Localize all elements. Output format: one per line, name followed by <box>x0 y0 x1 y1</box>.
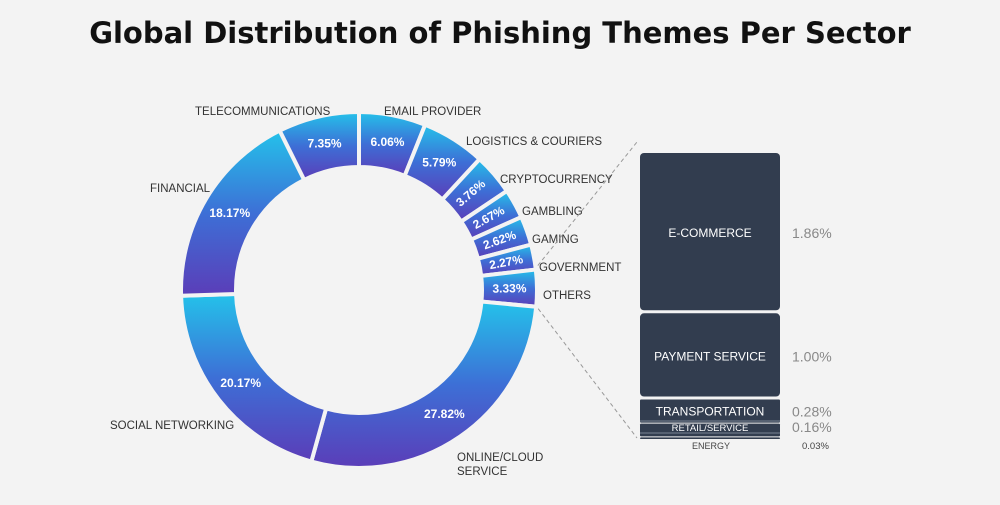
breakdown-category-label-e-commerce: E-COMMERCE <box>668 226 751 240</box>
breakdown-value-label-energy: 0.03% <box>802 441 829 452</box>
breakdown-bar-e-commerce <box>640 153 780 311</box>
breakdown-value-label-payment-service: 1.00% <box>792 348 832 364</box>
slice-category-label-online-cloud-service: ONLINE/CLOUD SERVICE <box>457 452 543 478</box>
breakdown-category-label-retail-service: RETAIL/SERVICE <box>672 423 749 434</box>
slice-value-label-email-provider: 6.06% <box>370 135 404 149</box>
breakdown-value-label-retail-service: 0.16% <box>792 419 832 435</box>
leader-line-bottom <box>537 308 638 439</box>
donut-slice-online-cloud-service <box>308 299 539 470</box>
slice-category-label-email-provider: EMAIL PROVIDER <box>384 106 481 118</box>
slice-value-label-telecommunications: 7.35% <box>308 136 342 150</box>
slice-category-label-logistics-couriers: LOGISTICS & COURIERS <box>466 136 602 148</box>
breakdown-bar-chart: E-COMMERCE 1.86% PAYMENT SERVICE 1.00% TRANS… <box>640 153 832 452</box>
breakdown-bar-payment-service <box>640 313 780 397</box>
slice-category-label-government: GOVERNMENT <box>539 262 621 274</box>
slice-value-label-social-networking: 20.17% <box>220 376 261 390</box>
breakdown-category-label-payment-service: PAYMENT SERVICE <box>654 349 766 363</box>
slice-value-label-online-cloud-service: 27.82% <box>424 407 465 421</box>
slice-category-label-telecommunications: TELECOMMUNICATIONS <box>195 106 331 118</box>
slice-value-label-financial: 18.17% <box>209 206 250 220</box>
breakdown-value-label-e-commerce: 1.86% <box>792 225 832 241</box>
slice-value-label-logistics-couriers: 5.79% <box>422 156 456 170</box>
breakdown-value-label-transportation: 0.28% <box>792 404 832 420</box>
donut-chart: 6.06% EMAIL PROVIDER 5.79% LOGISTICS & COUR… <box>110 106 621 478</box>
slice-category-label-others: OTHERS <box>543 290 591 302</box>
breakdown-bar-energy <box>640 437 780 439</box>
donut-slice-telecommunications <box>277 109 361 183</box>
slice-value-label-government: 2.27% <box>488 252 524 272</box>
breakdown-category-label-transportation: TRANSPORTATION <box>656 405 765 419</box>
breakdown-category-label-energy: ENERGY <box>692 441 730 451</box>
leader-line-top <box>537 141 638 266</box>
chart-title: Global Distribution of Phishing Themes P… <box>89 16 911 50</box>
slice-category-label-gambling: GAMBLING <box>522 206 583 218</box>
slice-value-label-others: 3.33% <box>492 281 527 295</box>
slice-category-label-gaming: GAMING <box>532 234 579 246</box>
slice-category-label-financial: FINANCIAL <box>150 183 211 195</box>
breakdown-bar-transportation <box>640 399 780 423</box>
slice-category-label-social-networking: SOCIAL NETWORKING <box>110 420 234 432</box>
breakdown-leader-lines <box>537 141 638 439</box>
slice-category-label-cryptocurrency: CRYPTOCURRENCY <box>500 174 613 186</box>
